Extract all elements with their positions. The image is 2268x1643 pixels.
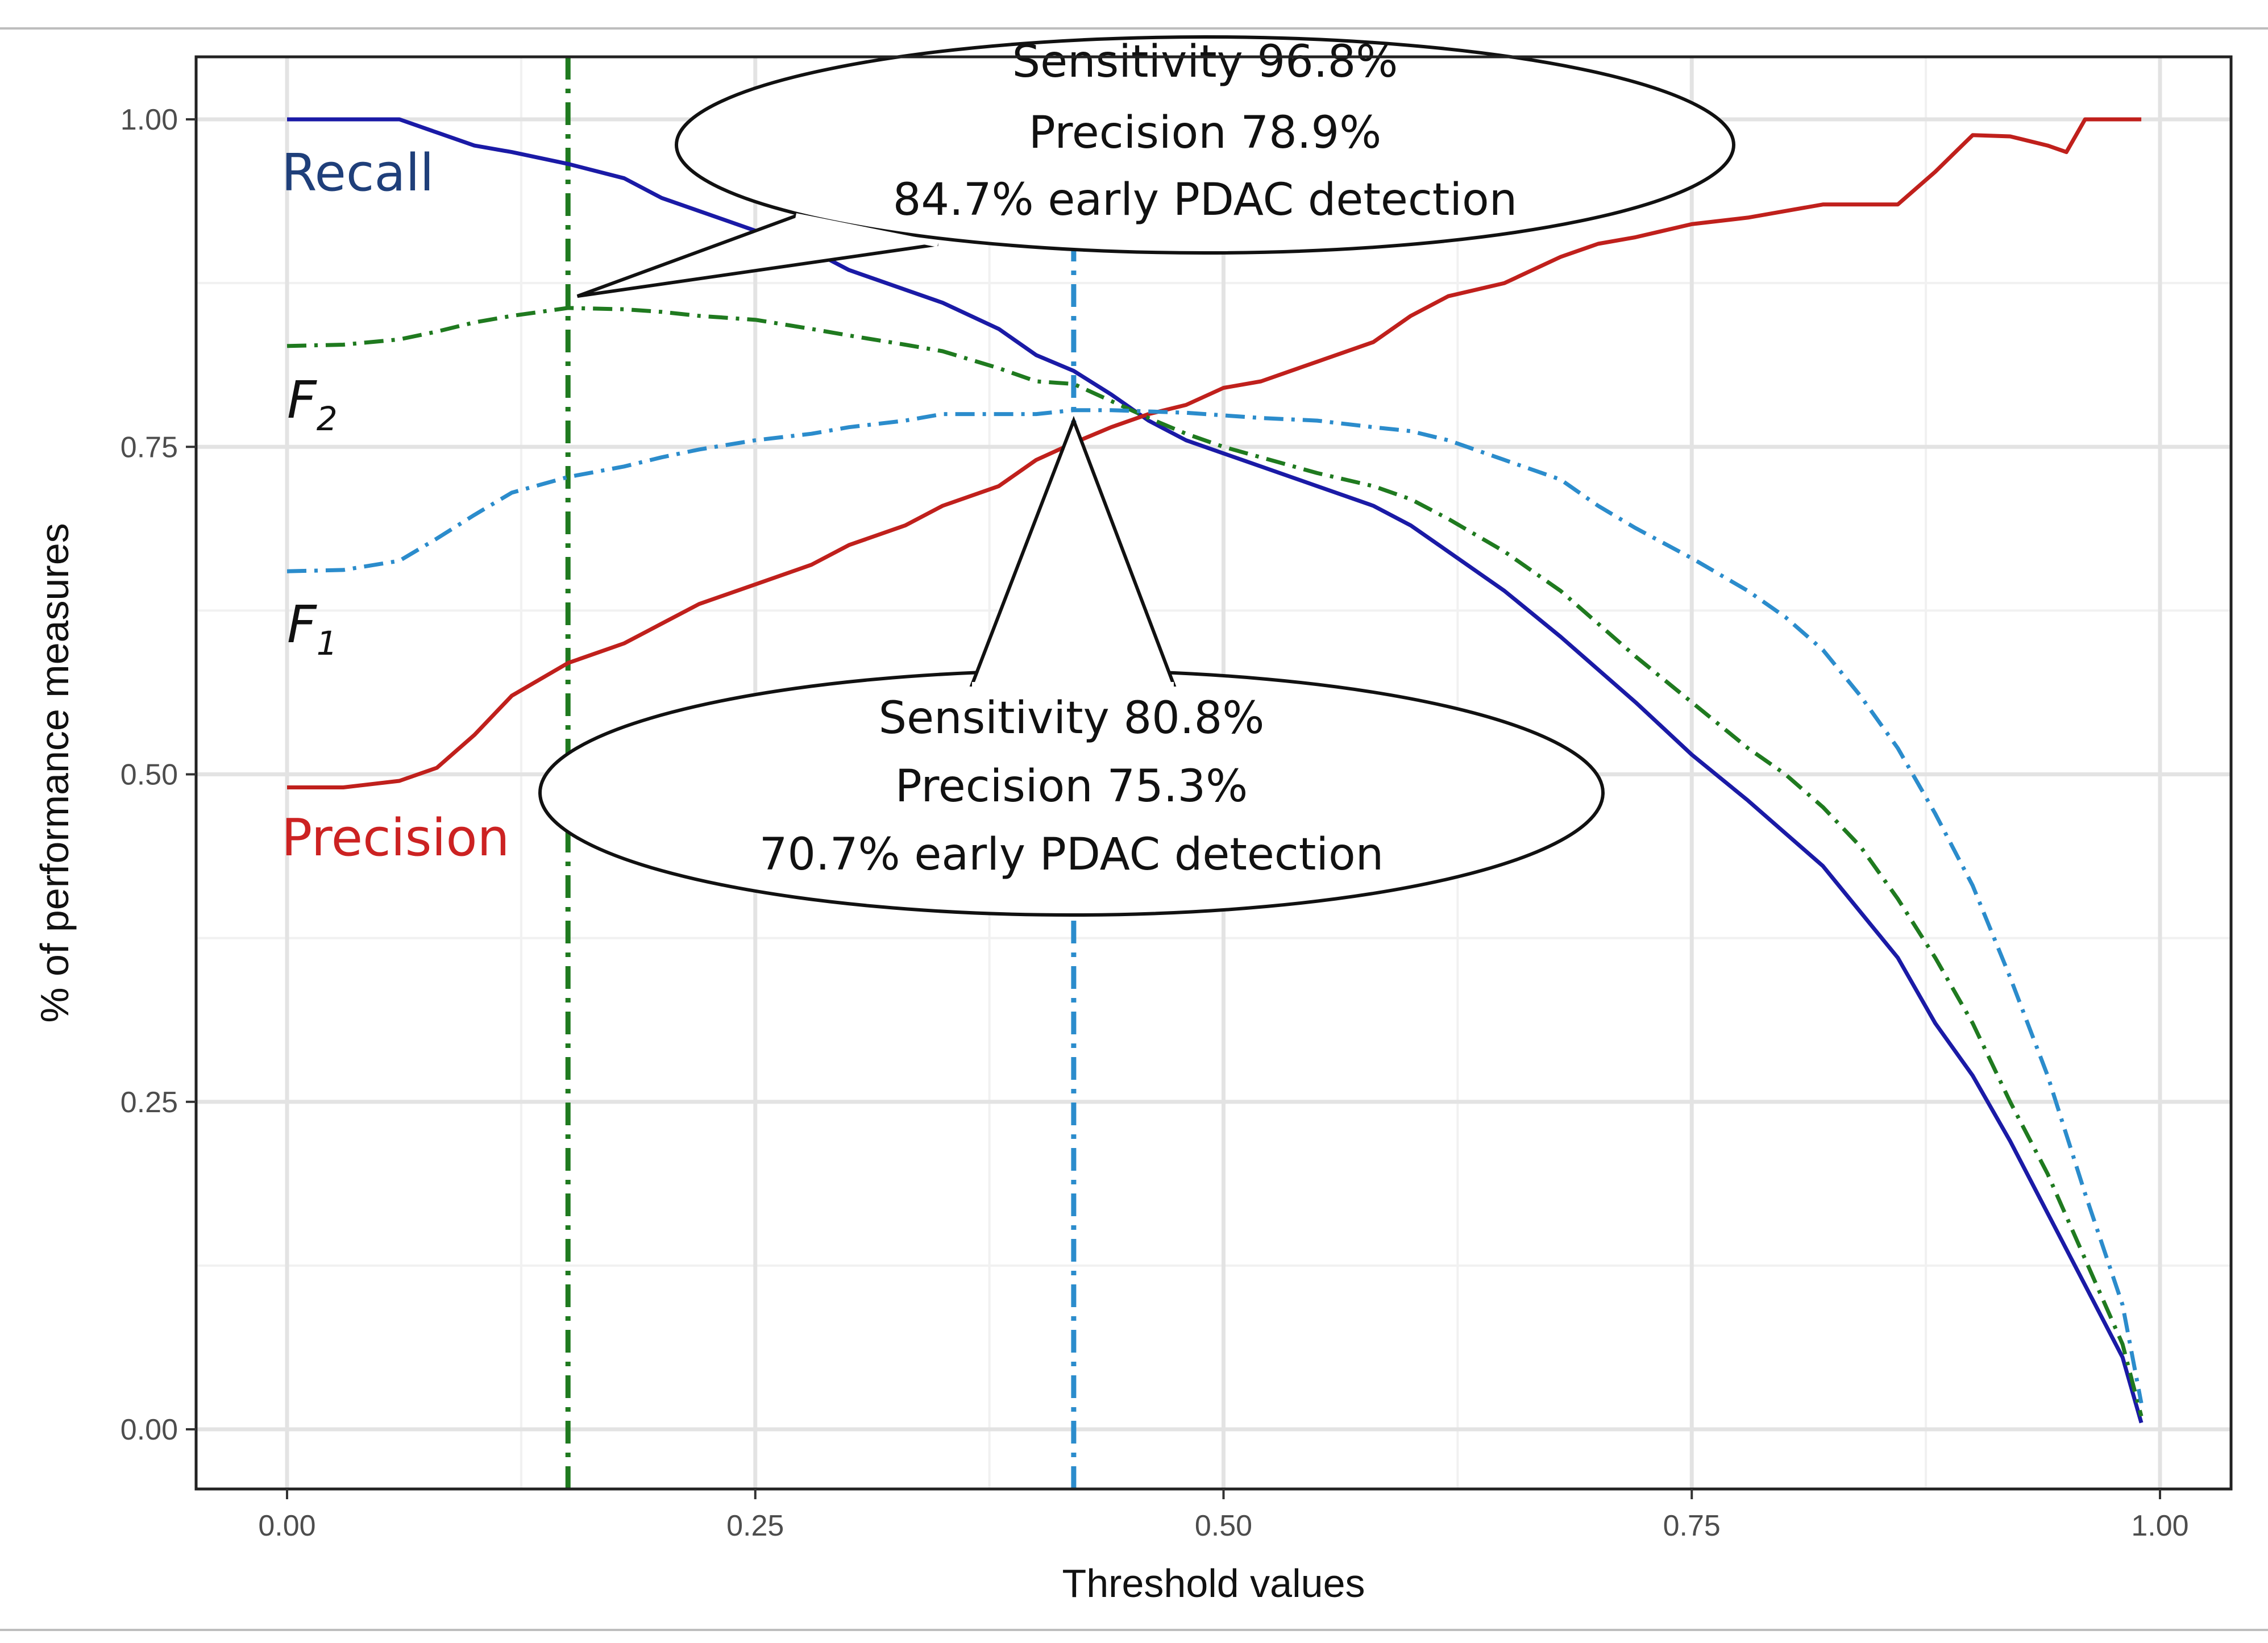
x-tick-label: 1.00 [2131,1509,2188,1542]
top-callout-line: 84.7% early PDAC detection [893,174,1517,226]
series-label-subscript: 2 [317,400,338,438]
series-line-recall [287,117,2144,1424]
series-label-main: F [287,595,317,655]
y-axis-title: % of performance measures [32,523,77,1022]
series-line-f1 [286,408,2144,1404]
y-tick-label: 0.00 [121,1413,178,1446]
x-tick-label: 0.00 [258,1509,315,1542]
top-callout-line: Sensitivity 96.8% [1012,36,1398,88]
series-line-f2 [286,306,2144,1417]
bottom-callout-line: Precision 75.3% [895,761,1248,812]
series-label-f1: F1 [287,595,338,663]
series-label-f2: F2 [287,371,338,438]
series-label-main: F [287,371,317,430]
callouts: Sensitivity 96.8% Precision 78.9% 84.7% ea… [538,35,1735,917]
top-callout-pointer-join [795,213,938,247]
x-tick-label: 0.50 [1195,1509,1252,1542]
series-label-subscript: 1 [317,624,338,663]
y-tick-label: 0.50 [121,759,178,792]
top-callout: Sensitivity 96.8% Precision 78.9% 84.7% ea… [576,35,1735,298]
series-lines [286,117,2144,1424]
bottom-callout: Sensitivity 80.8% Precision 75.3% 70.7% ea… [538,415,1605,917]
x-axis-title: Threshold values [1062,1561,1365,1605]
y-tick-label: 1.00 [121,103,178,136]
x-tick-label: 0.75 [1663,1509,1721,1542]
bottom-callout-line: Sensitivity 80.8% [879,693,1265,744]
bottom-callout-line: 70.7% early PDAC detection [759,829,1384,880]
top-callout-line: Precision 78.9% [1029,107,1382,159]
top-callout-ellipse [675,35,1735,255]
series-label-precision: Precision [281,808,510,868]
bottom-callout-pointer [969,415,1177,687]
plot-border [194,55,2233,1491]
x-tick-label: 0.25 [726,1509,784,1542]
y-tick-label: 0.75 [121,431,178,464]
series-label-recall: Recall [281,143,434,203]
axis-ticks: 0.00 0.25 0.50 0.75 1.00 0.00 0.25 0.50 0.75 1.00 [121,103,2189,1542]
series-line-precision [287,117,2142,789]
y-tick-label: 0.25 [121,1086,178,1119]
